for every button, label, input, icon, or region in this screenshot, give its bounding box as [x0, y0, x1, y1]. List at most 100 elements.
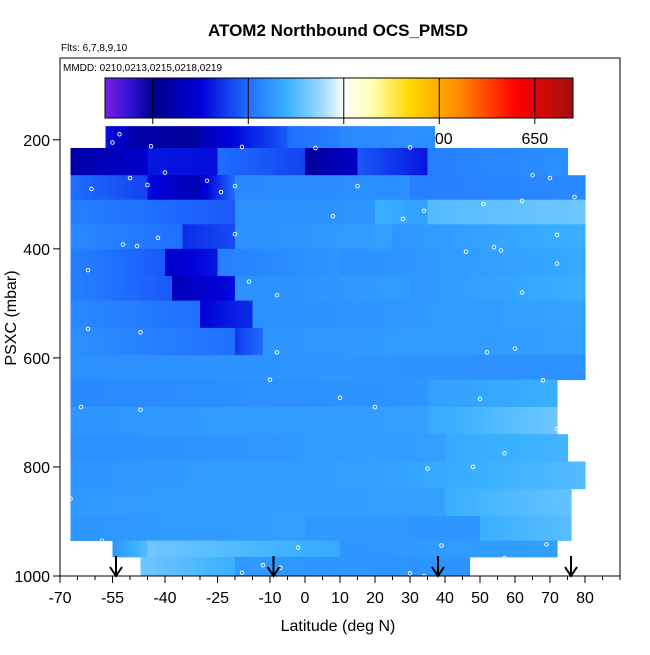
heat-cell-1-0 [84, 147, 88, 176]
heat-cell-9-0 [146, 355, 150, 381]
heat-cell-11-0 [286, 406, 290, 435]
heat-cell-14-0 [256, 488, 260, 517]
heat-cell-8-2 [537, 327, 540, 356]
heat-cell-1-4 [357, 147, 361, 176]
heat-cell-9-0 [90, 355, 94, 381]
heat-cell-15-0 [184, 516, 188, 541]
heat-cell-15-0 [204, 516, 208, 541]
heat-cell-1-5 [457, 147, 461, 176]
heat-cell-3-0 [106, 199, 110, 225]
heat-cell-13-1 [489, 461, 492, 490]
heat-cell-13-1 [393, 461, 396, 490]
heat-cell-2-3 [265, 175, 268, 201]
heat-cell-13-0 [282, 461, 286, 490]
heat-cell-10-1 [495, 379, 499, 408]
heat-cell-1-3 [351, 147, 354, 176]
heat-cell-2-2 [202, 175, 205, 201]
heat-cell-16-1 [327, 540, 331, 558]
heat-cell-9-0 [100, 355, 104, 381]
heat-cell-1-4 [381, 147, 385, 176]
heat-cell-1-3 [325, 147, 328, 176]
heat-cell-1-5 [553, 147, 557, 176]
heat-cell-5-0 [132, 248, 136, 277]
heat-cell-6-2 [309, 276, 312, 302]
observation-point-21 [330, 213, 336, 219]
heat-cell-8-2 [457, 327, 460, 356]
heat-cell-2-3 [377, 175, 380, 201]
heat-cell-16-1 [189, 540, 193, 558]
heat-cell-10-0 [258, 379, 262, 408]
heat-cell-10-0 [274, 379, 278, 408]
heat-cell-6-3 [438, 276, 441, 302]
heat-cell-15-0 [264, 516, 268, 541]
heat-cell-2-4 [574, 175, 577, 201]
heat-cell-15-1 [463, 516, 466, 541]
heat-cell-10-1 [445, 379, 449, 408]
heat-cell-17-0 [230, 556, 234, 576]
heat-cell-17-0 [144, 556, 148, 576]
heat-cell-2-4 [460, 175, 463, 201]
heat-cell-11-0 [250, 406, 254, 435]
heat-cell-3-0 [134, 199, 138, 225]
heat-cell-8-0 [194, 327, 198, 356]
heat-cell-11-0 [88, 406, 92, 435]
heat-cell-13-0 [162, 461, 166, 490]
heat-cell-5-2 [337, 248, 341, 277]
heat-cell-9-0 [208, 355, 212, 381]
heat-cell-0-2 [262, 126, 265, 149]
heat-cell-2-3 [311, 175, 314, 201]
heat-cell-7-2 [352, 300, 356, 329]
heat-cell-4-2 [365, 224, 368, 250]
heat-cell-3-3 [573, 199, 577, 225]
heat-cell-6-1 [216, 276, 219, 302]
heat-cell-15-2 [492, 516, 495, 541]
heat-cell-2-3 [269, 175, 272, 201]
heat-cell-9-0 [256, 355, 260, 381]
heat-cell-0-2 [216, 126, 219, 149]
heat-cell-15-1 [399, 516, 402, 541]
heat-cell-2-4 [518, 175, 521, 201]
heat-cell-5-0 [150, 248, 154, 277]
heat-cell-7-2 [578, 300, 582, 329]
heat-cell-10-1 [459, 379, 463, 408]
heat-cell-3-1 [255, 199, 258, 225]
heat-cell-5-3 [464, 248, 467, 277]
heat-cell-11-1 [523, 406, 527, 435]
heat-cell-16-1 [237, 540, 241, 558]
heat-cell-12-1 [561, 434, 564, 462]
heat-cell-5-3 [504, 248, 507, 277]
heat-cell-7-2 [440, 300, 444, 329]
heat-cell-12-1 [481, 434, 484, 462]
heat-cell-4-2 [331, 224, 334, 250]
heat-cell-4-2 [337, 224, 340, 250]
heat-cell-9-0 [158, 355, 162, 381]
heat-cell-5-3 [436, 248, 439, 277]
heat-cell-5-1 [185, 248, 188, 277]
heat-cell-5-2 [263, 248, 267, 277]
heat-cell-10-1 [471, 379, 475, 408]
heat-cell-2-4 [514, 175, 517, 201]
heat-cell-17-0 [140, 556, 144, 576]
heat-cell-0-3 [317, 126, 321, 149]
heat-cell-6-2 [339, 276, 342, 302]
heat-cell-17-1 [435, 556, 438, 576]
heat-cell-16-2 [476, 540, 479, 558]
heat-cell-7-2 [298, 300, 302, 329]
heat-cell-2-1 [173, 175, 177, 201]
heat-cell-15-2 [540, 516, 543, 541]
heat-cell-16-2 [548, 540, 551, 558]
heat-cell-11-1 [543, 406, 547, 435]
heat-cell-2-4 [448, 175, 451, 201]
heat-cell-0-4 [358, 126, 361, 149]
observation-point-12 [145, 182, 150, 188]
heat-cell-10-0 [214, 379, 218, 408]
x-tick-label-11: 60 [506, 590, 524, 607]
heat-cell-9-1 [558, 355, 561, 381]
heat-cell-17-0 [186, 556, 190, 576]
heat-cell-0-4 [410, 126, 413, 149]
heat-cell-5-3 [386, 248, 389, 277]
heat-cell-4-1 [194, 224, 198, 250]
heat-cell-12-1 [563, 434, 566, 462]
heat-cell-1-5 [489, 147, 493, 176]
heat-cell-3-0 [92, 199, 96, 225]
